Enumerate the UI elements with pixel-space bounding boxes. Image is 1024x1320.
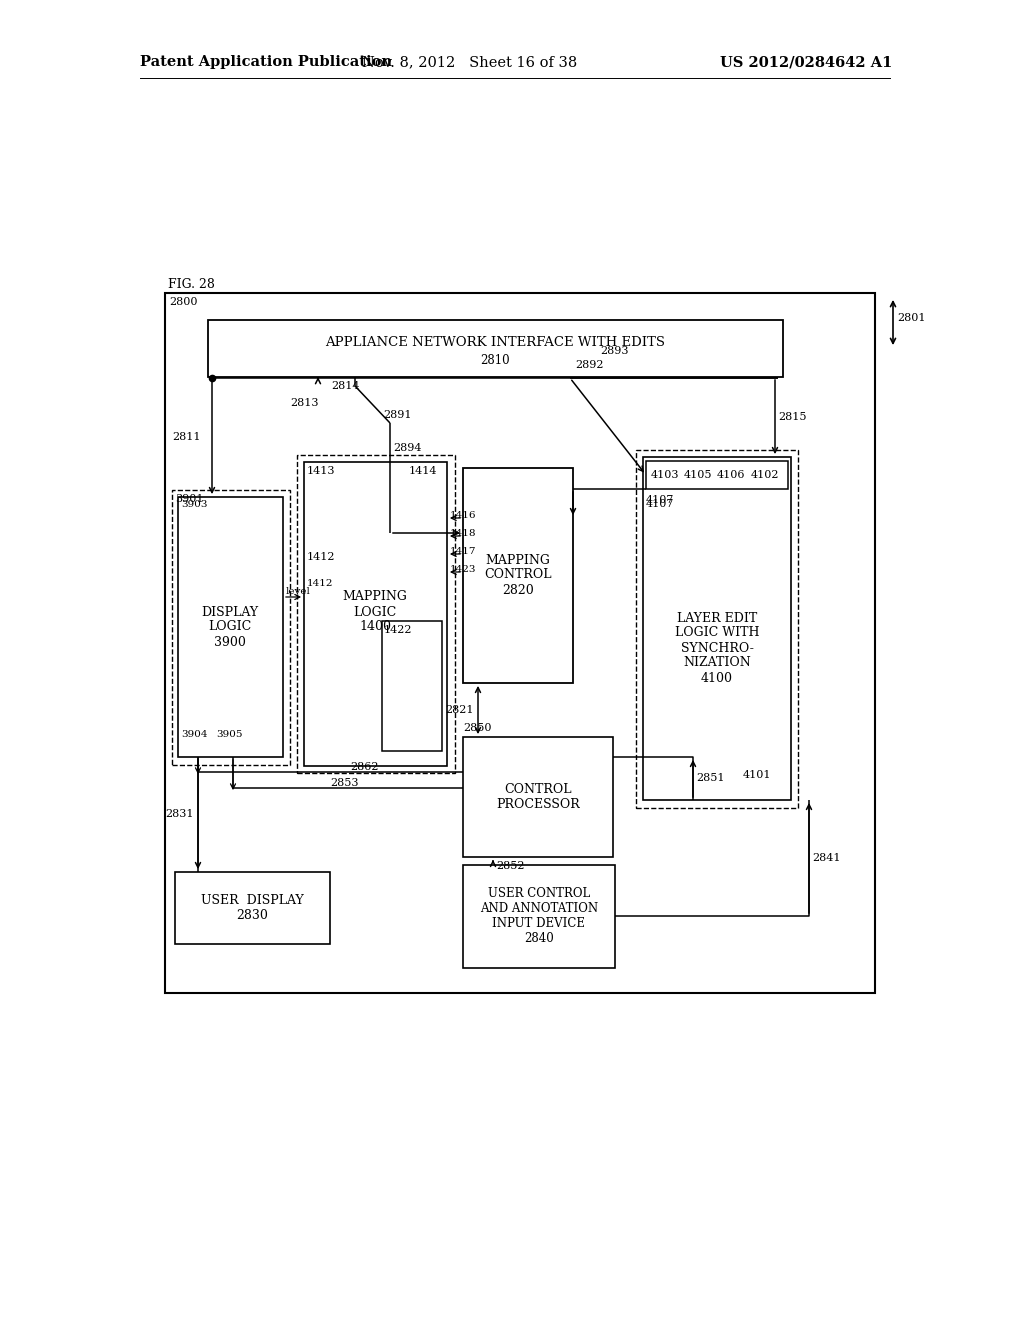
Bar (382, 620, 442, 751)
Text: 2814: 2814 (331, 381, 359, 391)
Text: level: level (286, 587, 311, 597)
Text: 1416: 1416 (450, 511, 476, 520)
Text: 4107: 4107 (646, 499, 675, 510)
Text: MAPPING
LOGIC
1400: MAPPING LOGIC 1400 (343, 590, 408, 634)
Text: 3904: 3904 (181, 730, 208, 739)
Text: Nov. 8, 2012   Sheet 16 of 38: Nov. 8, 2012 Sheet 16 of 38 (362, 55, 578, 69)
Text: 4102: 4102 (751, 470, 779, 480)
Text: 1412: 1412 (307, 579, 334, 587)
Text: 4101: 4101 (743, 770, 771, 780)
Text: 1417: 1417 (450, 548, 476, 557)
Text: 2894: 2894 (393, 444, 422, 453)
Text: 2892: 2892 (575, 360, 603, 370)
Text: 2850: 2850 (463, 723, 492, 733)
Bar (297, 455, 455, 774)
Text: 2810: 2810 (480, 354, 510, 367)
Text: Patent Application Publication: Patent Application Publication (140, 55, 392, 69)
Text: 4103: 4103 (650, 470, 679, 480)
Text: 3905: 3905 (216, 730, 243, 739)
Bar (172, 490, 290, 766)
Text: 2862: 2862 (350, 762, 379, 772)
Text: 1414: 1414 (409, 466, 437, 477)
Text: APPLIANCE NETWORK INTERFACE WITH EDITS: APPLIANCE NETWORK INTERFACE WITH EDITS (325, 335, 665, 348)
Text: 2851: 2851 (696, 774, 725, 783)
Text: 2821: 2821 (445, 705, 473, 715)
Text: 2801: 2801 (897, 313, 926, 323)
Text: 4107: 4107 (646, 495, 675, 506)
Bar (178, 498, 283, 756)
Bar (636, 450, 798, 808)
Text: 2815: 2815 (778, 412, 807, 422)
Bar (304, 462, 447, 766)
Text: FIG. 28: FIG. 28 (168, 279, 215, 290)
Text: USER CONTROL
AND ANNOTATION
INPUT DEVICE
2840: USER CONTROL AND ANNOTATION INPUT DEVICE… (480, 887, 598, 945)
Text: 2852: 2852 (496, 861, 524, 871)
Bar (175, 873, 330, 944)
Text: 2813: 2813 (290, 399, 318, 408)
Text: US 2012/0284642 A1: US 2012/0284642 A1 (720, 55, 892, 69)
Text: 1413: 1413 (307, 466, 336, 477)
Text: 2811: 2811 (172, 432, 201, 442)
Text: 2800: 2800 (169, 297, 198, 308)
Text: 3901: 3901 (175, 494, 204, 504)
Bar (646, 461, 788, 488)
Text: 1412: 1412 (307, 552, 336, 562)
Text: 2831: 2831 (165, 809, 194, 818)
Bar (643, 457, 791, 800)
Text: CONTROL
PROCESSOR: CONTROL PROCESSOR (496, 783, 580, 810)
Bar (463, 737, 613, 857)
Text: LAYER EDIT
LOGIC WITH
SYNCHRO-
NIZATION
4100: LAYER EDIT LOGIC WITH SYNCHRO- NIZATION … (675, 611, 759, 685)
Text: 1423: 1423 (450, 565, 476, 574)
Bar (463, 865, 615, 968)
Text: 2841: 2841 (812, 853, 841, 863)
Text: 2853: 2853 (330, 777, 358, 788)
Bar (463, 469, 573, 682)
Text: 4106: 4106 (717, 470, 745, 480)
Text: USER  DISPLAY
2830: USER DISPLAY 2830 (201, 894, 303, 921)
Text: 4105: 4105 (684, 470, 713, 480)
Bar (208, 319, 783, 378)
Text: 1422: 1422 (384, 624, 413, 635)
Text: DISPLAY
LOGIC
3900: DISPLAY LOGIC 3900 (202, 606, 259, 648)
Text: 2893: 2893 (600, 346, 629, 356)
Text: 1418: 1418 (450, 529, 476, 539)
Text: MAPPING
CONTROL
2820: MAPPING CONTROL 2820 (484, 553, 552, 597)
Text: 3903: 3903 (181, 500, 208, 510)
Bar (165, 293, 874, 993)
Text: 2891: 2891 (383, 411, 412, 420)
